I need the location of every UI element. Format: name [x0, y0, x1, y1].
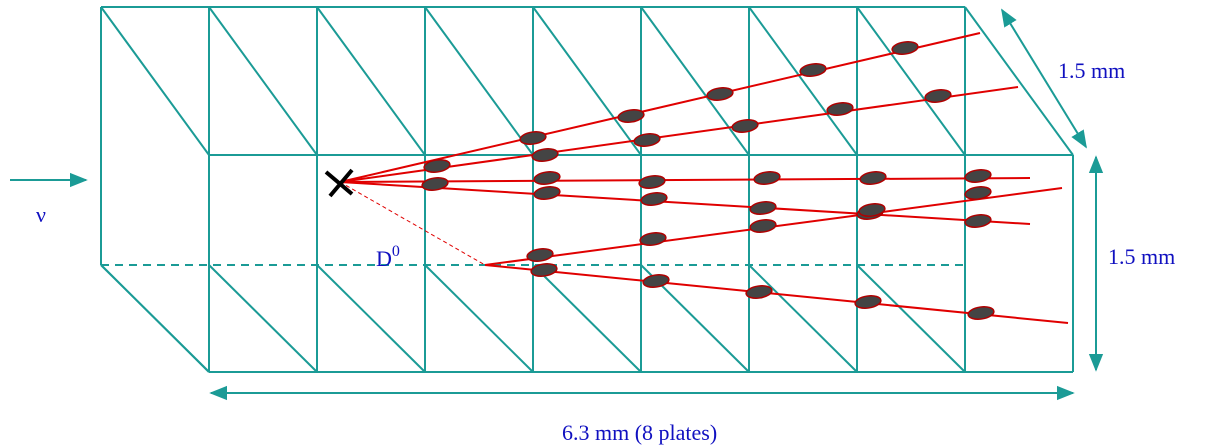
grid-line [856, 264, 966, 373]
depth-arrow [1001, 8, 1087, 149]
grid-line [532, 264, 642, 373]
hit [964, 169, 992, 183]
depth-label: 1.5 mm [1058, 58, 1125, 83]
hit [423, 159, 451, 173]
hit [858, 203, 886, 217]
grid-line [748, 6, 858, 156]
hit [854, 295, 882, 309]
grid-line [640, 6, 750, 156]
hit [749, 201, 777, 215]
hit [891, 41, 919, 55]
hit [826, 102, 854, 116]
grid-line [856, 6, 966, 156]
d-label: D0 [376, 243, 400, 271]
grid-line [316, 6, 426, 156]
hit [639, 232, 667, 246]
hit [924, 89, 952, 103]
grid-line [424, 264, 534, 373]
grid-line [208, 264, 318, 373]
tracks [339, 32, 1069, 324]
grid-line [316, 264, 426, 373]
grid-line [208, 6, 318, 156]
hit [617, 109, 645, 123]
hit [633, 133, 661, 147]
hit [799, 63, 827, 77]
hit [533, 186, 561, 200]
hit [526, 248, 554, 262]
hit [964, 214, 992, 228]
d-charge: 0 [392, 243, 400, 260]
hit [421, 177, 449, 191]
d-symbol: D [376, 246, 392, 271]
hits [421, 41, 995, 320]
hit [519, 131, 547, 145]
hit [640, 192, 668, 206]
hit [859, 171, 887, 185]
hit [706, 87, 734, 101]
grid-line [532, 6, 642, 156]
grid-line [964, 6, 1074, 156]
grid-line [100, 6, 210, 156]
hit [753, 171, 781, 185]
height-label: 1.5 mm [1108, 244, 1175, 269]
grid-line [748, 264, 858, 373]
hit [964, 186, 992, 200]
hit [533, 171, 561, 185]
hit [731, 119, 759, 133]
hit [530, 263, 558, 277]
grid-line [424, 6, 534, 156]
hit [745, 285, 773, 299]
hit [749, 219, 777, 233]
hit [967, 306, 995, 320]
neutrino-label: ν [36, 202, 46, 227]
hit [638, 175, 666, 189]
vertex [324, 168, 354, 198]
grid-line [100, 264, 210, 373]
hit [531, 148, 559, 162]
length-label: 6.3 mm (8 plates) [562, 420, 717, 445]
hit [642, 274, 670, 288]
plate-grid [100, 6, 1074, 373]
